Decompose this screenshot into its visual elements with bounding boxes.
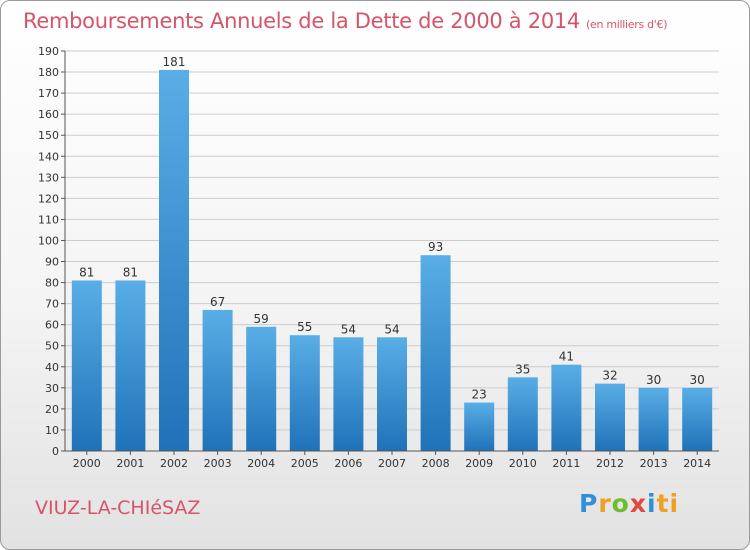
x-tick-label: 2011: [552, 457, 580, 470]
y-tick-label: 130: [38, 171, 59, 184]
y-tick-label: 120: [38, 192, 59, 205]
y-tick-label: 180: [38, 66, 59, 79]
y-tick-label: 80: [45, 277, 59, 290]
value-label: 81: [123, 265, 138, 279]
x-tick-label: 2001: [116, 457, 144, 470]
y-tick-label: 90: [45, 256, 59, 269]
x-tick-label: 2012: [596, 457, 624, 470]
value-label: 23: [472, 388, 487, 402]
y-tick-label: 0: [52, 445, 59, 458]
value-label: 54: [384, 322, 399, 336]
value-labels: 81 81 181 67 59 55 54 54 93 23 35 41 32 30 30: [79, 55, 705, 402]
x-tick-label: 2013: [640, 457, 668, 470]
bar-2006: [333, 337, 364, 451]
y-tick-label: 110: [38, 213, 59, 226]
bar-2004: [246, 326, 277, 451]
logo-letter: ti: [656, 489, 680, 518]
value-label: 93: [428, 240, 443, 254]
logo-letter: i: [647, 489, 657, 518]
bar-2013: [638, 387, 669, 451]
y-tick-label: 170: [38, 87, 59, 100]
x-axis-ticks: 2000 2001 2002 2003 2004 2005 2006 2007 2008 2009…: [73, 451, 711, 470]
y-tick-label: 190: [38, 45, 59, 58]
x-tick-label: 2005: [291, 457, 319, 470]
bar-2005: [289, 335, 320, 451]
value-label: 32: [602, 369, 617, 383]
bars: [71, 69, 713, 452]
bar-2003: [202, 309, 233, 451]
value-label: 41: [559, 350, 574, 364]
chart-title: Remboursements Annuels de la Dette de 20…: [23, 9, 667, 33]
y-tick-label: 60: [45, 319, 59, 332]
proxiti-logo: Proxiti: [579, 489, 679, 518]
value-label: 181: [163, 55, 186, 69]
logo-letter: x: [629, 489, 647, 518]
value-label: 54: [341, 322, 356, 336]
y-axis-ticks: 0 10 20 30 40 50 60 70 80 90 100 110 120 130 140 150 160…: [38, 45, 65, 458]
value-label: 81: [79, 265, 94, 279]
y-tick-label: 150: [38, 129, 59, 142]
bar-2008: [420, 255, 451, 451]
y-tick-label: 70: [45, 298, 59, 311]
value-label: 67: [210, 295, 225, 309]
bar-2009: [464, 402, 495, 451]
bar-2007: [377, 337, 407, 451]
x-tick-label: 2014: [683, 457, 711, 470]
bar-2010: [507, 377, 538, 451]
bar-2011: [551, 364, 582, 451]
y-tick-label: 50: [45, 340, 59, 353]
value-label: 59: [254, 312, 269, 326]
x-tick-label: 2007: [378, 457, 406, 470]
bar-2014: [682, 387, 713, 451]
bar-2000: [71, 280, 102, 451]
value-label: 30: [690, 373, 705, 387]
y-tick-label: 10: [45, 424, 59, 437]
x-tick-label: 2006: [334, 457, 362, 470]
bar-2001: [115, 280, 146, 451]
x-tick-label: 2003: [204, 457, 232, 470]
value-label: 35: [515, 362, 530, 376]
x-tick-label: 2004: [247, 457, 275, 470]
x-tick-label: 2000: [73, 457, 101, 470]
y-tick-label: 20: [45, 403, 59, 416]
bar-2012: [595, 383, 625, 451]
y-tick-label: 140: [38, 150, 59, 163]
city-name: VIUZ-LA-CHIéSAZ: [35, 497, 201, 519]
logo-letter: o: [611, 489, 630, 518]
value-label: 55: [297, 320, 312, 334]
chart-unit: (en milliers d'€): [586, 18, 668, 31]
y-tick-label: 30: [45, 382, 59, 395]
x-tick-label: 2002: [160, 457, 188, 470]
logo-letter: r: [598, 489, 612, 518]
logo-letter: P: [579, 489, 599, 518]
x-tick-label: 2009: [465, 457, 493, 470]
bar-2002: [159, 69, 189, 452]
y-tick-label: 100: [38, 234, 59, 247]
y-tick-label: 160: [38, 108, 59, 121]
y-tick-label: 40: [45, 361, 59, 374]
x-tick-label: 2010: [509, 457, 537, 470]
x-tick-label: 2008: [422, 457, 450, 470]
value-label: 30: [646, 373, 661, 387]
chart-title-text: Remboursements Annuels de la Dette de 20…: [23, 9, 580, 33]
